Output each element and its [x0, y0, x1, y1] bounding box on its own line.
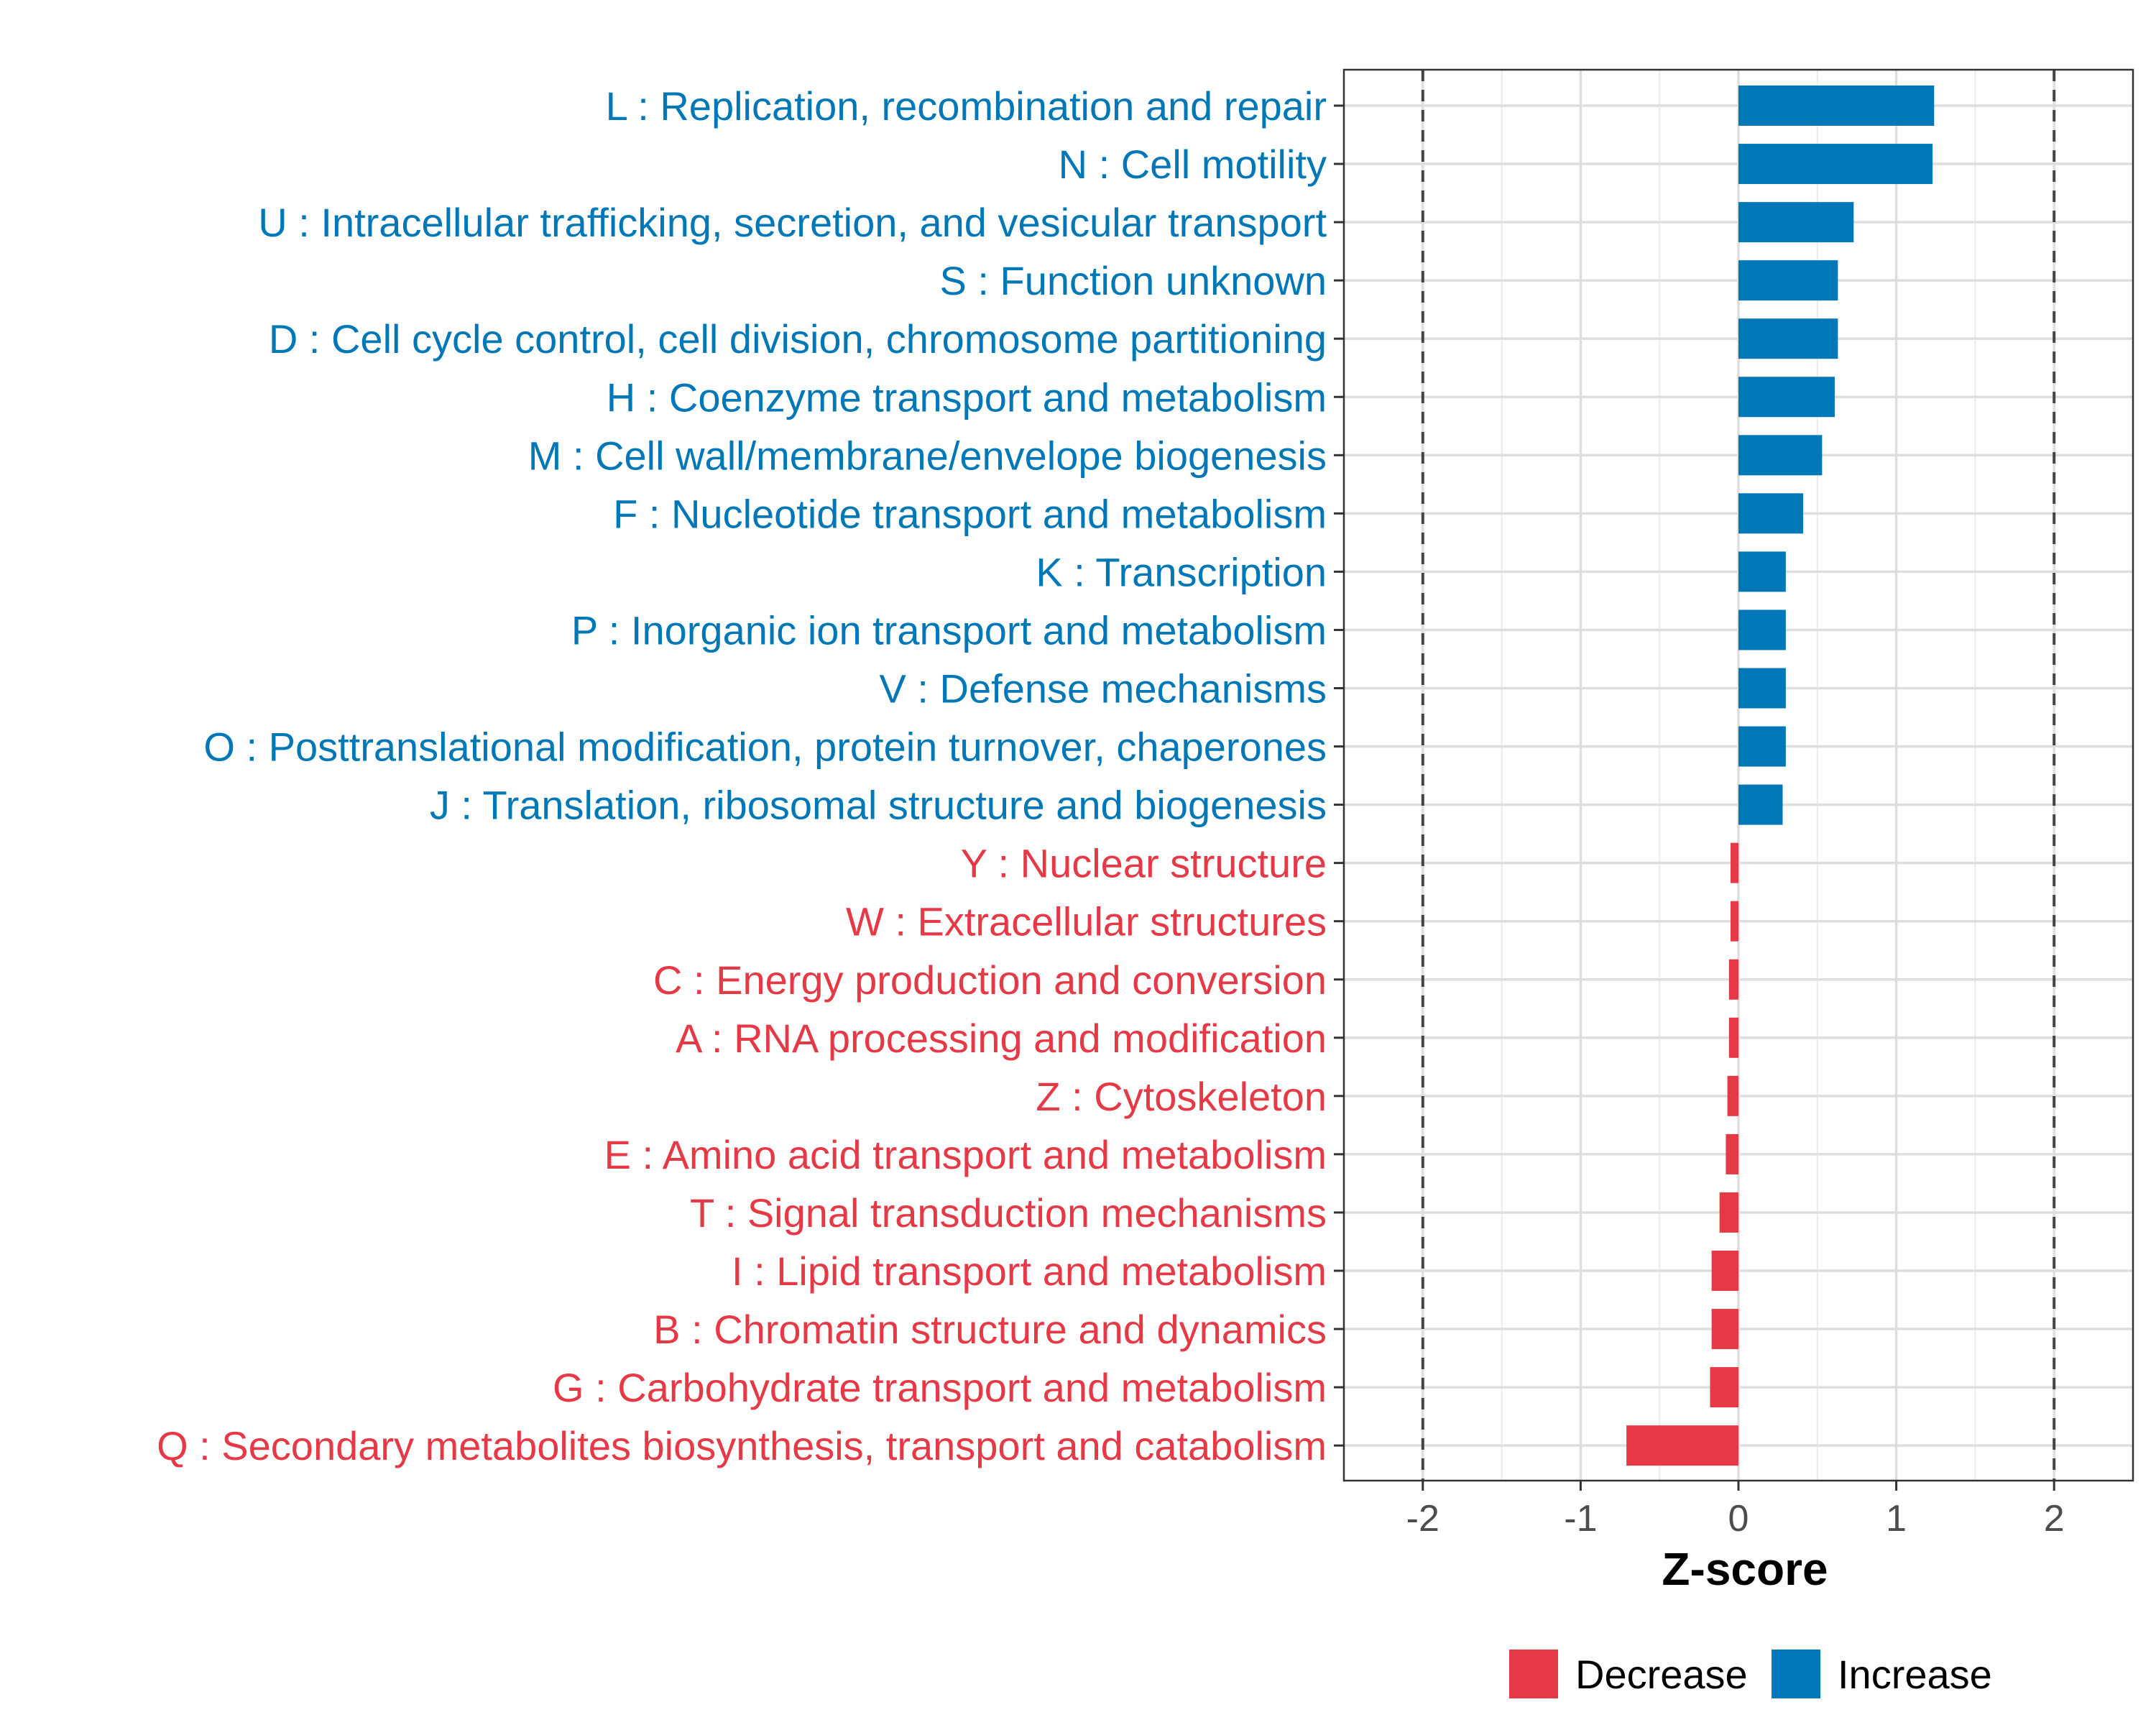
y-axis-labels: L : Replication, recombination and repai… [157, 83, 1327, 1468]
category-label: P : Inorganic ion transport and metaboli… [571, 607, 1327, 653]
category-label: F : Nucleotide transport and metabolism [613, 491, 1327, 536]
legend-label-decrease: Decrease [1575, 1652, 1748, 1697]
bar-h [1738, 377, 1835, 418]
x-tick-label: -1 [1564, 1498, 1597, 1540]
category-label: W : Extracellular structures [846, 899, 1327, 944]
x-axis-title: Z-score [1662, 1543, 1828, 1595]
bar-o [1738, 726, 1786, 767]
bar-b [1711, 1309, 1738, 1350]
category-label: T : Signal transduction mechanisms [690, 1190, 1327, 1236]
category-label: Q : Secondary metabolites biosynthesis, … [157, 1423, 1327, 1468]
category-label: S : Function unknown [939, 258, 1327, 303]
x-axis-ticks [1422, 1481, 2055, 1491]
x-axis-tick-labels: -2 -1 0 1 2 [1406, 1498, 2065, 1540]
bar-l [1738, 86, 1935, 126]
bar-s [1738, 260, 1838, 301]
category-label: A : RNA processing and modification [676, 1016, 1327, 1061]
x-tick-label: 2 [2044, 1498, 2065, 1540]
bar-g [1710, 1367, 1738, 1408]
category-label: I : Lipid transport and metabolism [732, 1248, 1327, 1294]
bar-z [1727, 1075, 1738, 1116]
bar-y [1731, 842, 1738, 883]
x-tick-label: 0 [1728, 1498, 1749, 1540]
category-label: N : Cell motility [1059, 142, 1327, 187]
legend: Decrease Increase [1509, 1650, 1992, 1698]
y-axis-ticks [1334, 104, 1344, 1447]
bar-e [1726, 1133, 1738, 1174]
category-label: V : Defense mechanisms [880, 666, 1327, 712]
category-label: K : Transcription [1036, 549, 1327, 594]
category-label: B : Chromatin structure and dynamics [653, 1307, 1327, 1352]
bar-c [1728, 959, 1738, 1000]
category-label: L : Replication, recombination and repai… [606, 83, 1327, 129]
category-label: H : Coenzyme transport and metabolism [607, 374, 1327, 420]
bar-j [1738, 784, 1783, 825]
category-label: Z : Cytoskeleton [1036, 1074, 1327, 1119]
bars [1626, 86, 1935, 1466]
bar-t [1719, 1192, 1738, 1233]
legend-swatch-decrease [1509, 1650, 1558, 1698]
x-tick-label: 1 [1886, 1498, 1907, 1540]
category-label: G : Carbohydrate transport and metabolis… [553, 1365, 1327, 1410]
bar-w [1731, 901, 1738, 942]
category-label: M : Cell wall/membrane/envelope biogenes… [528, 433, 1327, 478]
bar-n [1738, 144, 1933, 185]
bar-m [1738, 435, 1823, 476]
bar-v [1738, 668, 1786, 709]
bar-a [1728, 1017, 1738, 1058]
category-label: J : Translation, ribosomal structure and… [430, 783, 1327, 828]
legend-swatch-increase [1772, 1650, 1820, 1698]
legend-label-increase: Increase [1838, 1652, 1992, 1697]
bar-u [1738, 202, 1854, 243]
x-tick-label: -2 [1406, 1498, 1439, 1540]
bar-k [1738, 551, 1786, 592]
bar-i [1711, 1251, 1738, 1291]
bar-p [1738, 610, 1786, 650]
bar-d [1738, 318, 1838, 359]
category-label: Y : Nuclear structure [961, 841, 1327, 886]
category-label: U : Intracellular trafficking, secretion… [258, 200, 1327, 245]
category-label: E : Amino acid transport and metabolism [604, 1132, 1327, 1177]
category-label: D : Cell cycle control, cell division, c… [269, 316, 1327, 362]
bar-q [1626, 1425, 1738, 1466]
category-label: O : Posttranslational modification, prot… [203, 724, 1327, 770]
category-label: C : Energy production and conversion [653, 957, 1327, 1003]
reference-lines [1421, 70, 2056, 1481]
bar-f [1738, 493, 1804, 534]
